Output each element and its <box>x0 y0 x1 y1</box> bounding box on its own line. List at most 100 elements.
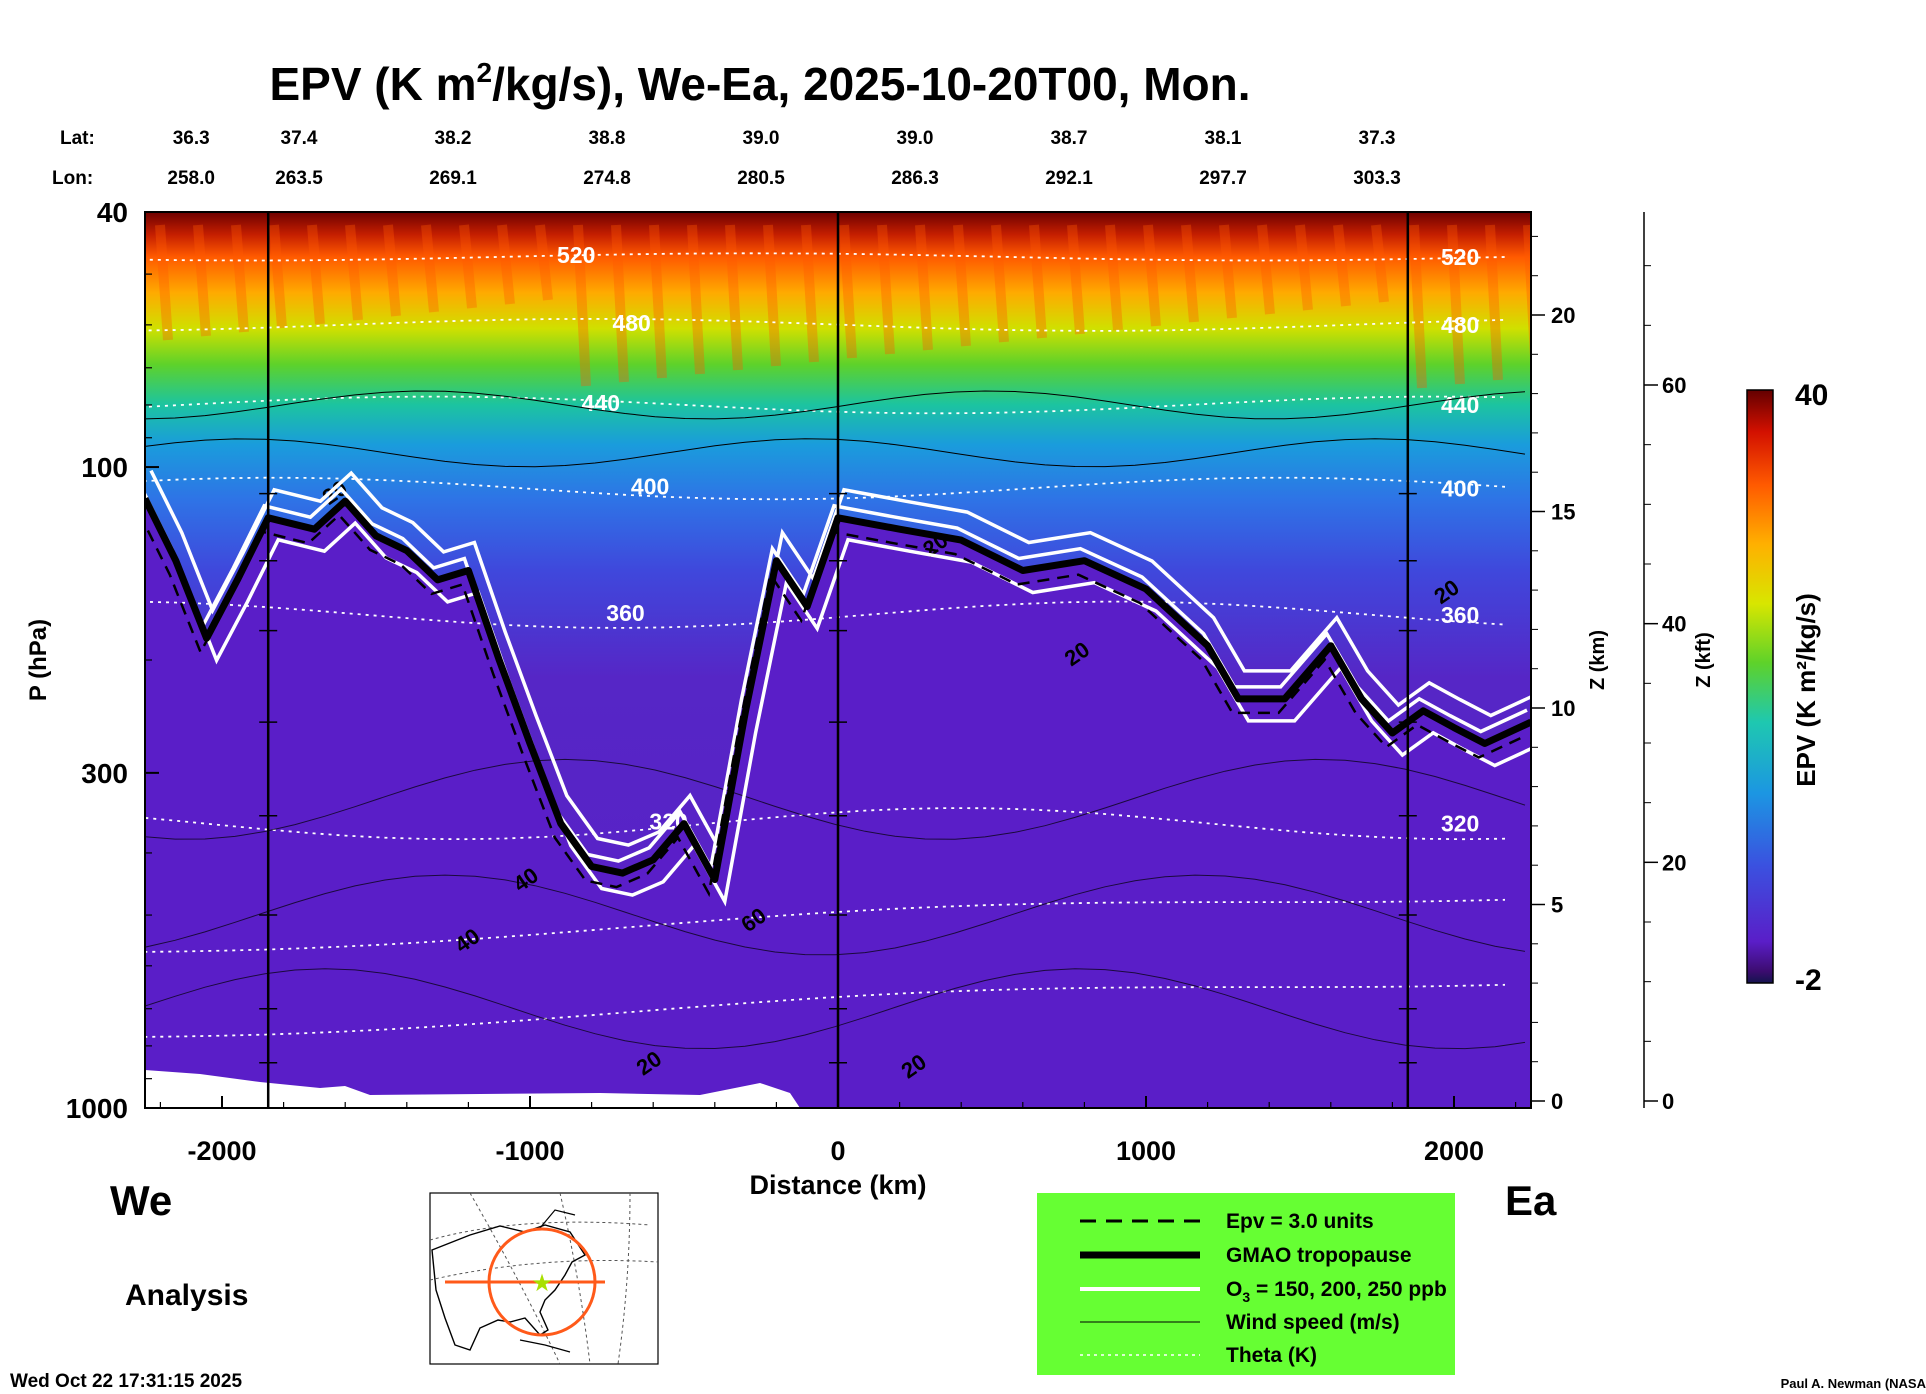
x-tick-label: -2000 <box>187 1136 256 1166</box>
vertical-markers <box>259 212 1417 1108</box>
z-km-label: Z (km) <box>1587 630 1609 690</box>
theta-label-west: 480 <box>612 310 650 336</box>
theta-contour <box>145 252 1506 263</box>
lon-value: 303.3 <box>1353 168 1401 189</box>
z-kft-tick-label: 40 <box>1662 612 1686 637</box>
ozone-contour-250 <box>153 519 1531 907</box>
theta-contour-lower <box>145 983 1506 1062</box>
epv-streaks <box>155 224 1531 389</box>
theta-label-west: 360 <box>606 600 644 626</box>
map-islands <box>519 1209 576 1353</box>
lon-value: 292.1 <box>1045 168 1093 189</box>
lon-label: Lon: <box>52 168 93 189</box>
theta-contour <box>145 395 1506 419</box>
lat-value: 39.0 <box>743 128 780 149</box>
y-tick-label: 1000 <box>66 1093 128 1124</box>
y-tick-label: 300 <box>81 758 128 789</box>
x-tick-label: 1000 <box>1116 1136 1176 1166</box>
epv-3-contour <box>145 513 1526 898</box>
theta-contour-lower <box>145 898 1506 977</box>
z-km-tick-label: 5 <box>1551 893 1563 918</box>
colorbar <box>1746 389 1774 984</box>
theta-label-west: 520 <box>557 242 595 268</box>
legend-box <box>1037 1193 1455 1375</box>
chart-title-sup: 2 <box>477 57 493 88</box>
lat-lon-header: 36.3 258.0 37.4 263.5 38.2 269.1 38.8 274.8 39.0… <box>167 128 1400 189</box>
theta-label-west: 400 <box>631 473 669 499</box>
legend: Epv = 3.0 units GMAO tropopause O3 = 150… <box>1037 1193 1455 1375</box>
z-kft-tick-label: 0 <box>1662 1089 1674 1114</box>
theta-label-east: 400 <box>1441 475 1479 501</box>
y-tick-label: 100 <box>81 452 128 483</box>
z-kft-label: Z (kft) <box>1693 632 1715 688</box>
z-km-tick-label: 20 <box>1551 303 1575 328</box>
chart-title: EPV (K m2/kg/s), We-Ea, 2025-10-20T00, M… <box>269 57 1250 110</box>
lat-value: 38.1 <box>1205 128 1242 149</box>
lon-value: 297.7 <box>1199 168 1247 189</box>
y-axis-label: P (hPa) <box>25 619 52 701</box>
lat-value: 38.7 <box>1051 128 1088 149</box>
map-center-star: ★ <box>531 1270 553 1297</box>
theta-label-east: 440 <box>1441 392 1479 418</box>
x-tick-label: 2000 <box>1424 1136 1484 1166</box>
chart-title-prefix: EPV (K m <box>269 58 476 110</box>
wind-contour-upper <box>145 390 1526 420</box>
wind-contour-upper <box>145 438 1526 468</box>
lat-value: 36.3 <box>173 128 210 149</box>
z-km-tick-label: 10 <box>1551 696 1575 721</box>
map-graticule <box>430 1193 658 1364</box>
west-label: We <box>110 1177 172 1224</box>
y-axis: 40 100 300 1000 <box>66 197 159 1124</box>
theta-contour <box>145 476 1506 507</box>
lat-value: 38.2 <box>435 128 472 149</box>
legend-item-tropopause: GMAO tropopause <box>1226 1244 1412 1267</box>
timestamp: Wed Oct 22 17:31:15 2025 <box>10 1371 242 1392</box>
wind-contour-lower <box>145 758 1526 840</box>
z-kft-tick-label: 60 <box>1662 373 1686 398</box>
lat-label: Lat: <box>60 128 95 149</box>
lon-value: 263.5 <box>275 168 323 189</box>
theta-label-east: 360 <box>1441 602 1479 628</box>
colorbar-max-label: 40 <box>1795 379 1828 412</box>
colorbar-label: EPV (K m²/kg/s) <box>1791 593 1821 787</box>
x-axis: -2000 -1000 0 1000 2000 <box>159 1096 1517 1166</box>
wind-contour-lower <box>145 968 1526 1050</box>
legend-item-wind: Wind speed (m/s) <box>1226 1311 1400 1334</box>
x-tick-label: -1000 <box>495 1136 564 1166</box>
z-kft-tick-label: 20 <box>1662 850 1686 875</box>
wind-contour-lower <box>145 874 1526 956</box>
lon-value: 258.0 <box>167 168 215 189</box>
colorbar-min-label: -2 <box>1795 964 1822 997</box>
lat-value: 37.3 <box>1359 128 1396 149</box>
lat-value: 37.4 <box>281 128 318 149</box>
x-tick-label: 0 <box>830 1136 845 1166</box>
map-coastline <box>431 1224 587 1351</box>
locator-map: ★ <box>429 1192 659 1365</box>
theta-contour <box>145 807 1506 850</box>
ozone-contour-200 <box>145 486 1528 873</box>
legend-item-ozone: O3 = 150, 200, 250 ppb <box>1226 1278 1447 1305</box>
lon-value: 274.8 <box>583 168 631 189</box>
east-label: Ea <box>1505 1177 1557 1224</box>
theta-contour <box>145 317 1506 335</box>
lat-value: 38.8 <box>589 128 626 149</box>
z-km-tick-label: 15 <box>1551 500 1575 525</box>
theta-contour <box>145 600 1506 637</box>
analysis-label: Analysis <box>125 1279 248 1312</box>
chart-title-suffix: /kg/s), We-Ea, 2025-10-20T00, Mon. <box>492 58 1250 110</box>
z-km-axis: 0 5 10 15 20 <box>1530 212 1575 1114</box>
theta-label-east: 480 <box>1441 312 1479 338</box>
theta-label-east: 320 <box>1441 811 1479 837</box>
legend-item-theta: Theta (K) <box>1226 1344 1317 1367</box>
lat-value: 39.0 <box>897 128 934 149</box>
theta-label-east: 520 <box>1441 244 1479 270</box>
lon-value: 280.5 <box>737 168 785 189</box>
topography <box>145 1070 800 1108</box>
z-kft-axis: 0 20 40 60 <box>1643 212 1686 1114</box>
lon-value: 269.1 <box>429 168 477 189</box>
lon-value: 286.3 <box>891 168 939 189</box>
gmao-tropopause <box>145 497 1531 883</box>
